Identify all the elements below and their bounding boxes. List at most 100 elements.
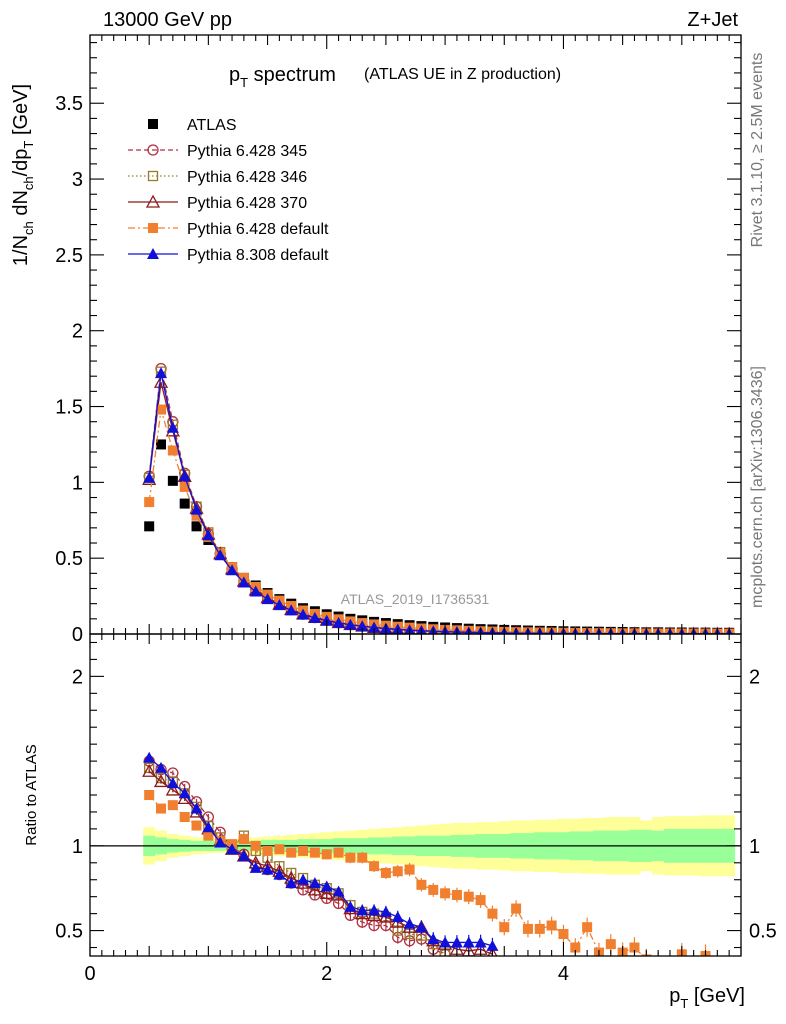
ratio-point-pythia-8-308-default	[237, 850, 250, 862]
legend-marker-pythia-6-428-345	[147, 144, 159, 156]
ratio-point-pythia-8-308-default	[155, 761, 168, 773]
header-left: 13000 GeV pp	[103, 9, 232, 31]
ratio-point-pythia-6-428-default	[582, 922, 593, 933]
legend-label-atlas: ATLAS	[187, 117, 237, 134]
ratio-point-pythia-8-308-default	[368, 904, 381, 916]
ratio-point-pythia-8-308-default	[214, 836, 227, 848]
ratio-point-pythia-6-428-default	[511, 903, 522, 914]
point-atlas	[179, 498, 190, 509]
point-pythia-8-308-default	[308, 611, 321, 623]
point-pythia-8-308-default	[261, 593, 274, 605]
x-tick-label: 2	[321, 963, 332, 985]
ratio-series-3	[144, 790, 722, 973]
ratio-point-pythia-6-428-default	[262, 845, 273, 856]
ratio-point-pythia-6-428-default	[712, 961, 722, 971]
ratio-point-pythia-8-308-default	[297, 873, 310, 885]
point-pythia-6-428-default	[144, 497, 155, 508]
ratio-point-pythia-6-428-default	[286, 847, 297, 858]
top-y-tick-label: 1.5	[55, 397, 83, 419]
top-y-tick-label: 3.5	[55, 93, 83, 115]
ratio-point-pythia-8-308-default	[486, 939, 499, 951]
point-atlas	[144, 521, 155, 532]
ratio-point-pythia-6-428-default	[653, 958, 663, 968]
ratio-point-pythia-6-428-default	[440, 888, 451, 899]
point-pythia-8-308-default	[237, 576, 250, 588]
main-panel: 0 0.5 1 1.5 2 2.5 3 3.5	[55, 34, 742, 646]
point-pythia-8-308-default	[214, 549, 227, 561]
ratio-point-pythia-6-428-default	[665, 963, 675, 973]
ratio-point-pythia-6-428-370	[142, 763, 157, 777]
top-y-tick-label: 2.5	[55, 245, 83, 267]
ratio-point-pythia-8-308-default	[320, 880, 333, 892]
legend-marker-pythia-8-308-default	[147, 248, 159, 259]
ratio-point-pythia-6-428-default	[534, 923, 545, 934]
ratio-point-pythia-6-428-default	[345, 852, 356, 863]
ratio-point-pythia-6-428-default	[167, 800, 178, 811]
ratio-point-pythia-6-428-default	[321, 849, 332, 860]
ratio-point-pythia-6-428-default	[144, 790, 155, 800]
point-pythia-8-308-default	[297, 608, 310, 620]
ratio-point-pythia-8-308-default	[190, 802, 203, 814]
ratio-point-pythia-6-428-default	[570, 942, 581, 953]
ratio-point-pythia-6-428-default	[558, 928, 569, 939]
ratio-point-pythia-8-308-default	[415, 921, 428, 933]
top-y-tick-label: 1	[72, 472, 83, 494]
ratio-point-pythia-6-428-default	[689, 961, 699, 971]
ratio-point-pythia-8-308-default	[202, 821, 215, 833]
point-pythia-8-308-default	[249, 585, 262, 597]
ratio-point-pythia-8-308-default	[178, 787, 191, 799]
main-ylabel: 1/Nch dNch/dpT [GeV]	[10, 84, 36, 266]
point-pythia-8-308-default	[155, 367, 168, 379]
ratio-point-pythia-6-428-default	[463, 891, 474, 902]
ratio-point-pythia-8-308-default	[356, 904, 369, 916]
ratio-point-pythia-6-428-370	[319, 885, 334, 899]
point-atlas	[167, 475, 178, 486]
bot-y-tick-label-right: 1	[749, 836, 760, 858]
ratio-point-pythia-8-308-default	[226, 843, 239, 855]
point-pythia-8-308-default	[285, 604, 298, 616]
ratio-point-pythia-8-308-default	[450, 936, 463, 948]
ratio-point-pythia-6-428-default	[298, 845, 309, 856]
point-pythia-6-428-default	[191, 510, 202, 521]
ratio-point-pythia-6-428-default	[475, 895, 486, 906]
legend-marker-pythia-6-428-default	[148, 223, 158, 233]
legend-marker-atlas	[148, 119, 158, 129]
top-y-tick-label: 2	[72, 321, 83, 343]
ratio-point-pythia-8-308-default	[261, 863, 274, 875]
top-y-tick-label: 0	[72, 624, 83, 646]
ratio-point-pythia-8-308-default	[391, 911, 404, 923]
ratio-point-pythia-6-428-default	[203, 830, 214, 841]
header-right: Z+Jet	[687, 9, 738, 31]
point-pythia-6-428-default	[167, 445, 178, 456]
x-tick-label: 0	[84, 963, 95, 985]
ratio-point-pythia-6-428-default	[250, 840, 261, 851]
point-pythia-8-308-default	[356, 620, 369, 632]
ratio-point-pythia-6-428-default	[392, 866, 403, 877]
point-pythia-8-308-default	[190, 503, 203, 515]
point-pythia-8-308-default	[273, 599, 286, 611]
ratio-point-pythia-6-428-default	[380, 867, 391, 878]
ratio-point-pythia-6-428-default	[629, 942, 640, 953]
series-0	[144, 439, 735, 634]
point-pythia-6-428-default	[156, 404, 167, 415]
ratio-point-pythia-6-428-default	[404, 864, 415, 875]
ratio-point-pythia-8-308-default	[166, 777, 179, 789]
ratio-point-pythia-8-308-default	[143, 751, 156, 763]
point-pythia-8-308-default	[178, 470, 191, 482]
side-rivet: Rivet 3.1.10, ≥ 2.5M events	[749, 53, 766, 248]
bot-y-tick-label: 2	[72, 666, 83, 688]
ratio-point-pythia-6-428-default	[546, 920, 557, 931]
ratio-point-pythia-6-428-default	[369, 861, 380, 872]
point-pythia-8-308-default	[332, 616, 345, 628]
ratio-point-pythia-8-308-default	[308, 877, 321, 889]
ratio-point-pythia-6-428-default	[274, 844, 285, 855]
legend-marker-pythia-6-428-370	[145, 194, 161, 208]
ratio-point-pythia-6-428-default	[451, 889, 462, 900]
ratio-point-pythia-6-428-370	[153, 774, 169, 788]
ratio-point-pythia-8-308-default	[379, 905, 392, 917]
point-pythia-8-308-default	[202, 529, 215, 541]
ratio-point-pythia-8-308-default	[427, 933, 440, 945]
ratio-point-pythia-6-428-370	[487, 946, 498, 956]
ratio-point-pythia-6-428-default	[357, 852, 368, 863]
